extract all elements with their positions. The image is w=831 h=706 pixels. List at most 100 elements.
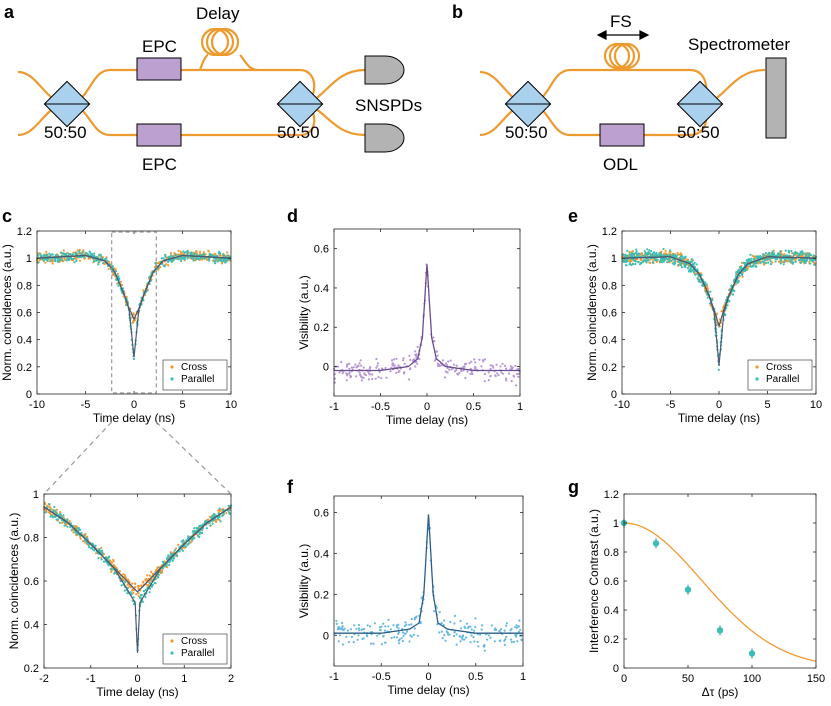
visibility-fit-line [334, 264, 520, 372]
visibility-point [496, 372, 499, 375]
parallel-point [91, 542, 94, 545]
y-tick-label: 0.6 [602, 308, 617, 320]
y-tick-label: 0.2 [314, 589, 329, 601]
visibility-point [519, 628, 522, 631]
parallel-point [630, 254, 633, 257]
visibility-point [504, 638, 507, 641]
visibility-point [345, 365, 349, 368]
parallel-point [217, 259, 220, 262]
y-tick-label: 0 [26, 389, 32, 401]
bs-right-label-b: 50:50 [677, 123, 720, 142]
parallel-point [787, 251, 790, 254]
visibility-point [481, 359, 484, 362]
parallel-point [55, 518, 58, 521]
visibility-point [507, 372, 511, 375]
y-tick-label: 0.2 [602, 362, 617, 374]
y-tick-label: 0.4 [604, 605, 619, 617]
cross-point [641, 252, 644, 255]
parallel-point [79, 528, 82, 531]
parallel-point [92, 260, 96, 263]
parallel-point [759, 261, 762, 265]
visibility-point [349, 628, 353, 631]
cross-point [62, 249, 65, 252]
parallel-point [151, 583, 154, 586]
visibility-point [340, 360, 343, 364]
parallel-point [138, 596, 141, 599]
parallel-point [689, 270, 693, 273]
parallel-point [625, 264, 628, 267]
x-tick-label: 150 [807, 673, 825, 685]
parallel-point [169, 254, 172, 257]
visibility-point [352, 366, 355, 369]
parallel-point [646, 248, 649, 251]
cross-point [132, 589, 135, 592]
visibility-point [463, 365, 466, 368]
cross-point [201, 258, 204, 261]
visibility-point [401, 640, 404, 643]
visibility-point [397, 632, 400, 636]
visibility-point [458, 635, 461, 638]
parallel-point [169, 559, 172, 563]
cross-point [628, 251, 631, 254]
visibility-point [393, 358, 396, 361]
visibility-point [390, 636, 393, 640]
parallel-point [169, 552, 172, 555]
visibility-point [338, 628, 342, 631]
parallel-point [130, 593, 133, 596]
chart-d: -1 -0.5 0 0.5 1 0 0.2 0.4 0.6 Time delay (ns) Visi… [297, 228, 523, 427]
visibility-point [483, 643, 486, 647]
cross-point [139, 584, 143, 587]
x-tick-label: -1 [329, 401, 339, 413]
parallel-point [686, 266, 690, 270]
visibility-point [515, 384, 518, 387]
y-tick-label: 1 [33, 489, 39, 501]
visibility-point [464, 376, 467, 380]
visibility-point [500, 371, 503, 374]
parallel-point [779, 250, 782, 253]
parallel-point [731, 293, 735, 296]
parallel-point [132, 357, 135, 361]
visibility-point [498, 640, 501, 643]
cross-point [132, 591, 135, 595]
visibility-point [382, 622, 385, 625]
schematic-b: b 50:50 50:50 FS ODL Spec [452, 2, 790, 174]
legend-marker [170, 377, 174, 381]
cross-point [631, 250, 635, 253]
parallel-point [675, 256, 678, 259]
parallel-point [801, 252, 804, 255]
parallel-point [813, 263, 816, 266]
cross-point [206, 258, 209, 262]
parallel-point [57, 254, 60, 257]
cross-point [133, 313, 136, 316]
parallel-point [100, 558, 103, 561]
parallel-point [662, 260, 666, 263]
visibility-point [400, 637, 403, 640]
y-tick-label: 0.8 [24, 533, 39, 545]
visibility-point [469, 625, 472, 628]
parallel-point [701, 284, 704, 287]
parallel-point [802, 258, 805, 261]
schematic-a: a 50:50 50:50 EPC EPC Del [4, 2, 422, 174]
cross-point [49, 511, 52, 514]
parallel-point [227, 254, 230, 257]
visibility-point [514, 364, 517, 367]
parallel-point [113, 571, 116, 575]
visibility-point [395, 371, 398, 374]
parallel-point [782, 263, 785, 266]
x-tick-label: -10 [29, 399, 45, 411]
parallel-point [623, 260, 626, 263]
visibility-point [366, 624, 369, 627]
parallel-point [792, 254, 795, 257]
parallel-point [680, 257, 684, 260]
visibility-point [340, 627, 343, 630]
visibility-point [398, 642, 401, 645]
marks [621, 247, 818, 371]
parallel-point [175, 554, 178, 558]
parallel-point [171, 559, 174, 562]
visibility-point [456, 373, 459, 376]
visibility-point [361, 628, 364, 631]
visibility-point [472, 636, 475, 639]
visibility-point [416, 362, 419, 365]
y-tick-label: 0 [323, 630, 329, 642]
parallel-point [222, 513, 225, 516]
